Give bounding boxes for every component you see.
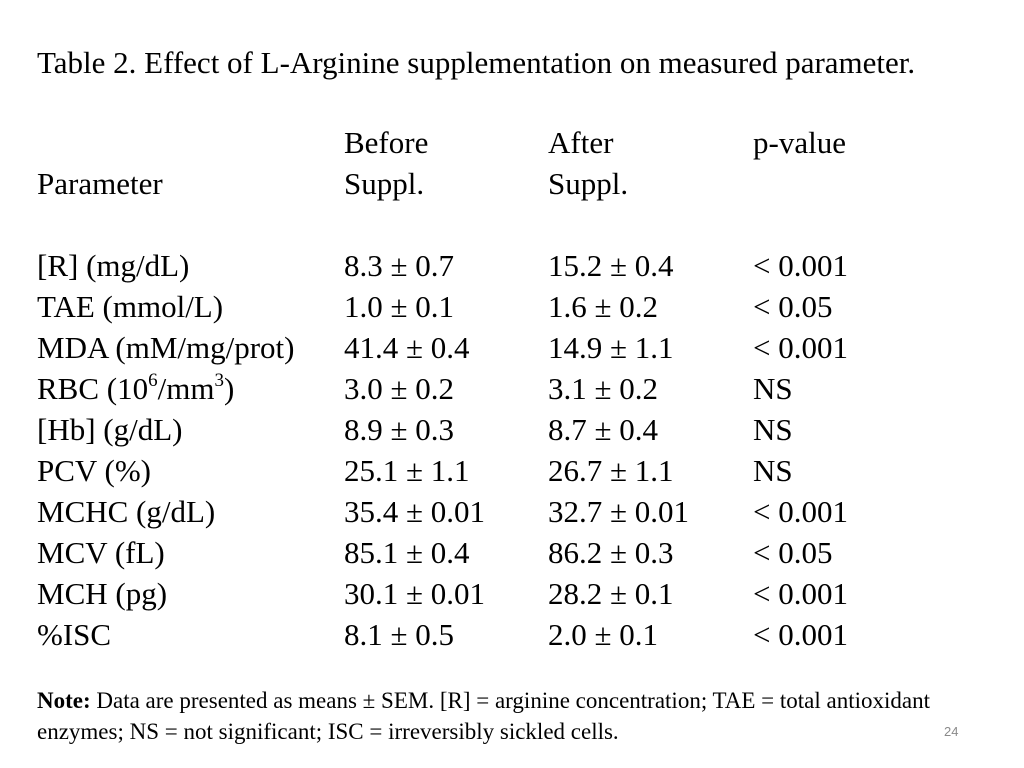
rbc-exponent-6: 6 [148, 369, 158, 391]
row-parameter: MCV (fL) [37, 535, 165, 570]
rbc-exponent-3: 3 [214, 369, 224, 391]
row-before: 25.1 ± 1.1 [344, 453, 470, 488]
row-parameter: RBC (106/mm3) [37, 368, 234, 409]
header-p-value: p-value [753, 125, 846, 160]
table-row: MCH (pg) 30.1 ± 0.01 28.2 ± 0.1 < 0.001 [37, 573, 937, 614]
row-p-value: NS [753, 453, 793, 488]
table-row: MCV (fL) 85.1 ± 0.4 86.2 ± 0.3 < 0.05 [37, 532, 937, 573]
row-after: 8.7 ± 0.4 [548, 412, 659, 447]
row-before: 85.1 ± 0.4 [344, 535, 470, 570]
row-parameter: [R] (mg/dL) [37, 248, 190, 283]
table-row: MDA (mM/mg/prot) 41.4 ± 0.4 14.9 ± 1.1 <… [37, 327, 937, 368]
rbc-label-start: RBC (10 [37, 371, 149, 406]
note-label: Note: [37, 688, 91, 713]
table-header-row-2: Parameter Suppl. Suppl. [37, 163, 937, 204]
row-after: 3.1 ± 0.2 [548, 371, 659, 406]
row-before: 30.1 ± 0.01 [344, 576, 486, 611]
row-before: 3.0 ± 0.2 [344, 371, 455, 406]
row-p-value: < 0.05 [753, 535, 833, 570]
row-after: 28.2 ± 0.1 [548, 576, 674, 611]
table-row: RBC (106/mm3) 3.0 ± 0.2 3.1 ± 0.2 NS [37, 368, 937, 409]
row-p-value: < 0.001 [753, 248, 848, 283]
row-parameter: PCV (%) [37, 453, 151, 488]
row-before: 8.3 ± 0.7 [344, 248, 455, 283]
header-parameter: Parameter [37, 166, 163, 201]
table-row: MCHC (g/dL) 35.4 ± 0.01 32.7 ± 0.01 < 0.… [37, 491, 937, 532]
row-p-value: < 0.001 [753, 330, 848, 365]
table-row: %ISC 8.1 ± 0.5 2.0 ± 0.1 < 0.001 [37, 614, 937, 655]
row-before: 8.9 ± 0.3 [344, 412, 455, 447]
table-row: [R] (mg/dL) 8.3 ± 0.7 15.2 ± 0.4 < 0.001 [37, 245, 937, 286]
row-after: 86.2 ± 0.3 [548, 535, 674, 570]
rbc-label-mid: /mm [157, 371, 215, 406]
header-before-suppl: Suppl. [344, 166, 425, 201]
row-parameter: %ISC [37, 617, 112, 652]
results-table: Before After p-value Parameter Suppl. Su… [37, 122, 937, 655]
row-before: 41.4 ± 0.4 [344, 330, 470, 365]
row-p-value: < 0.001 [753, 494, 848, 529]
row-after: 26.7 ± 1.1 [548, 453, 674, 488]
table-row: PCV (%) 25.1 ± 1.1 26.7 ± 1.1 NS [37, 450, 937, 491]
row-parameter: MCH (pg) [37, 576, 168, 611]
header-after-suppl: Suppl. [548, 166, 629, 201]
header-after: After [548, 125, 614, 160]
table-header-row-1: Before After p-value [37, 122, 937, 163]
row-parameter: MCHC (g/dL) [37, 494, 216, 529]
page-number: 24 [944, 724, 959, 739]
row-after: 32.7 ± 0.01 [548, 494, 690, 529]
rbc-label-end: ) [223, 371, 235, 406]
note-text: Data are presented as means ± SEM. [R] =… [37, 688, 930, 744]
row-parameter: [Hb] (g/dL) [37, 412, 183, 447]
table-row: TAE (mmol/L) 1.0 ± 0.1 1.6 ± 0.2 < 0.05 [37, 286, 937, 327]
row-after: 14.9 ± 1.1 [548, 330, 674, 365]
row-parameter: TAE (mmol/L) [37, 289, 224, 324]
row-before: 8.1 ± 0.5 [344, 617, 455, 652]
row-before: 35.4 ± 0.01 [344, 494, 486, 529]
row-p-value: < 0.001 [753, 617, 848, 652]
row-p-value: NS [753, 412, 793, 447]
row-parameter: MDA (mM/mg/prot) [37, 330, 295, 365]
row-after: 15.2 ± 0.4 [548, 248, 674, 283]
header-spacer [37, 204, 937, 245]
header-before: Before [344, 125, 429, 160]
table-row: [Hb] (g/dL) 8.9 ± 0.3 8.7 ± 0.4 NS [37, 409, 937, 450]
row-before: 1.0 ± 0.1 [344, 289, 455, 324]
row-after: 1.6 ± 0.2 [548, 289, 659, 324]
table-title: Table 2. Effect of L-Arginine supplement… [37, 45, 916, 80]
row-after: 2.0 ± 0.1 [548, 617, 659, 652]
row-p-value: < 0.05 [753, 289, 833, 324]
row-p-value: < 0.001 [753, 576, 848, 611]
row-p-value: NS [753, 371, 793, 406]
table-note: Note: Data are presented as means ± SEM.… [37, 685, 937, 747]
